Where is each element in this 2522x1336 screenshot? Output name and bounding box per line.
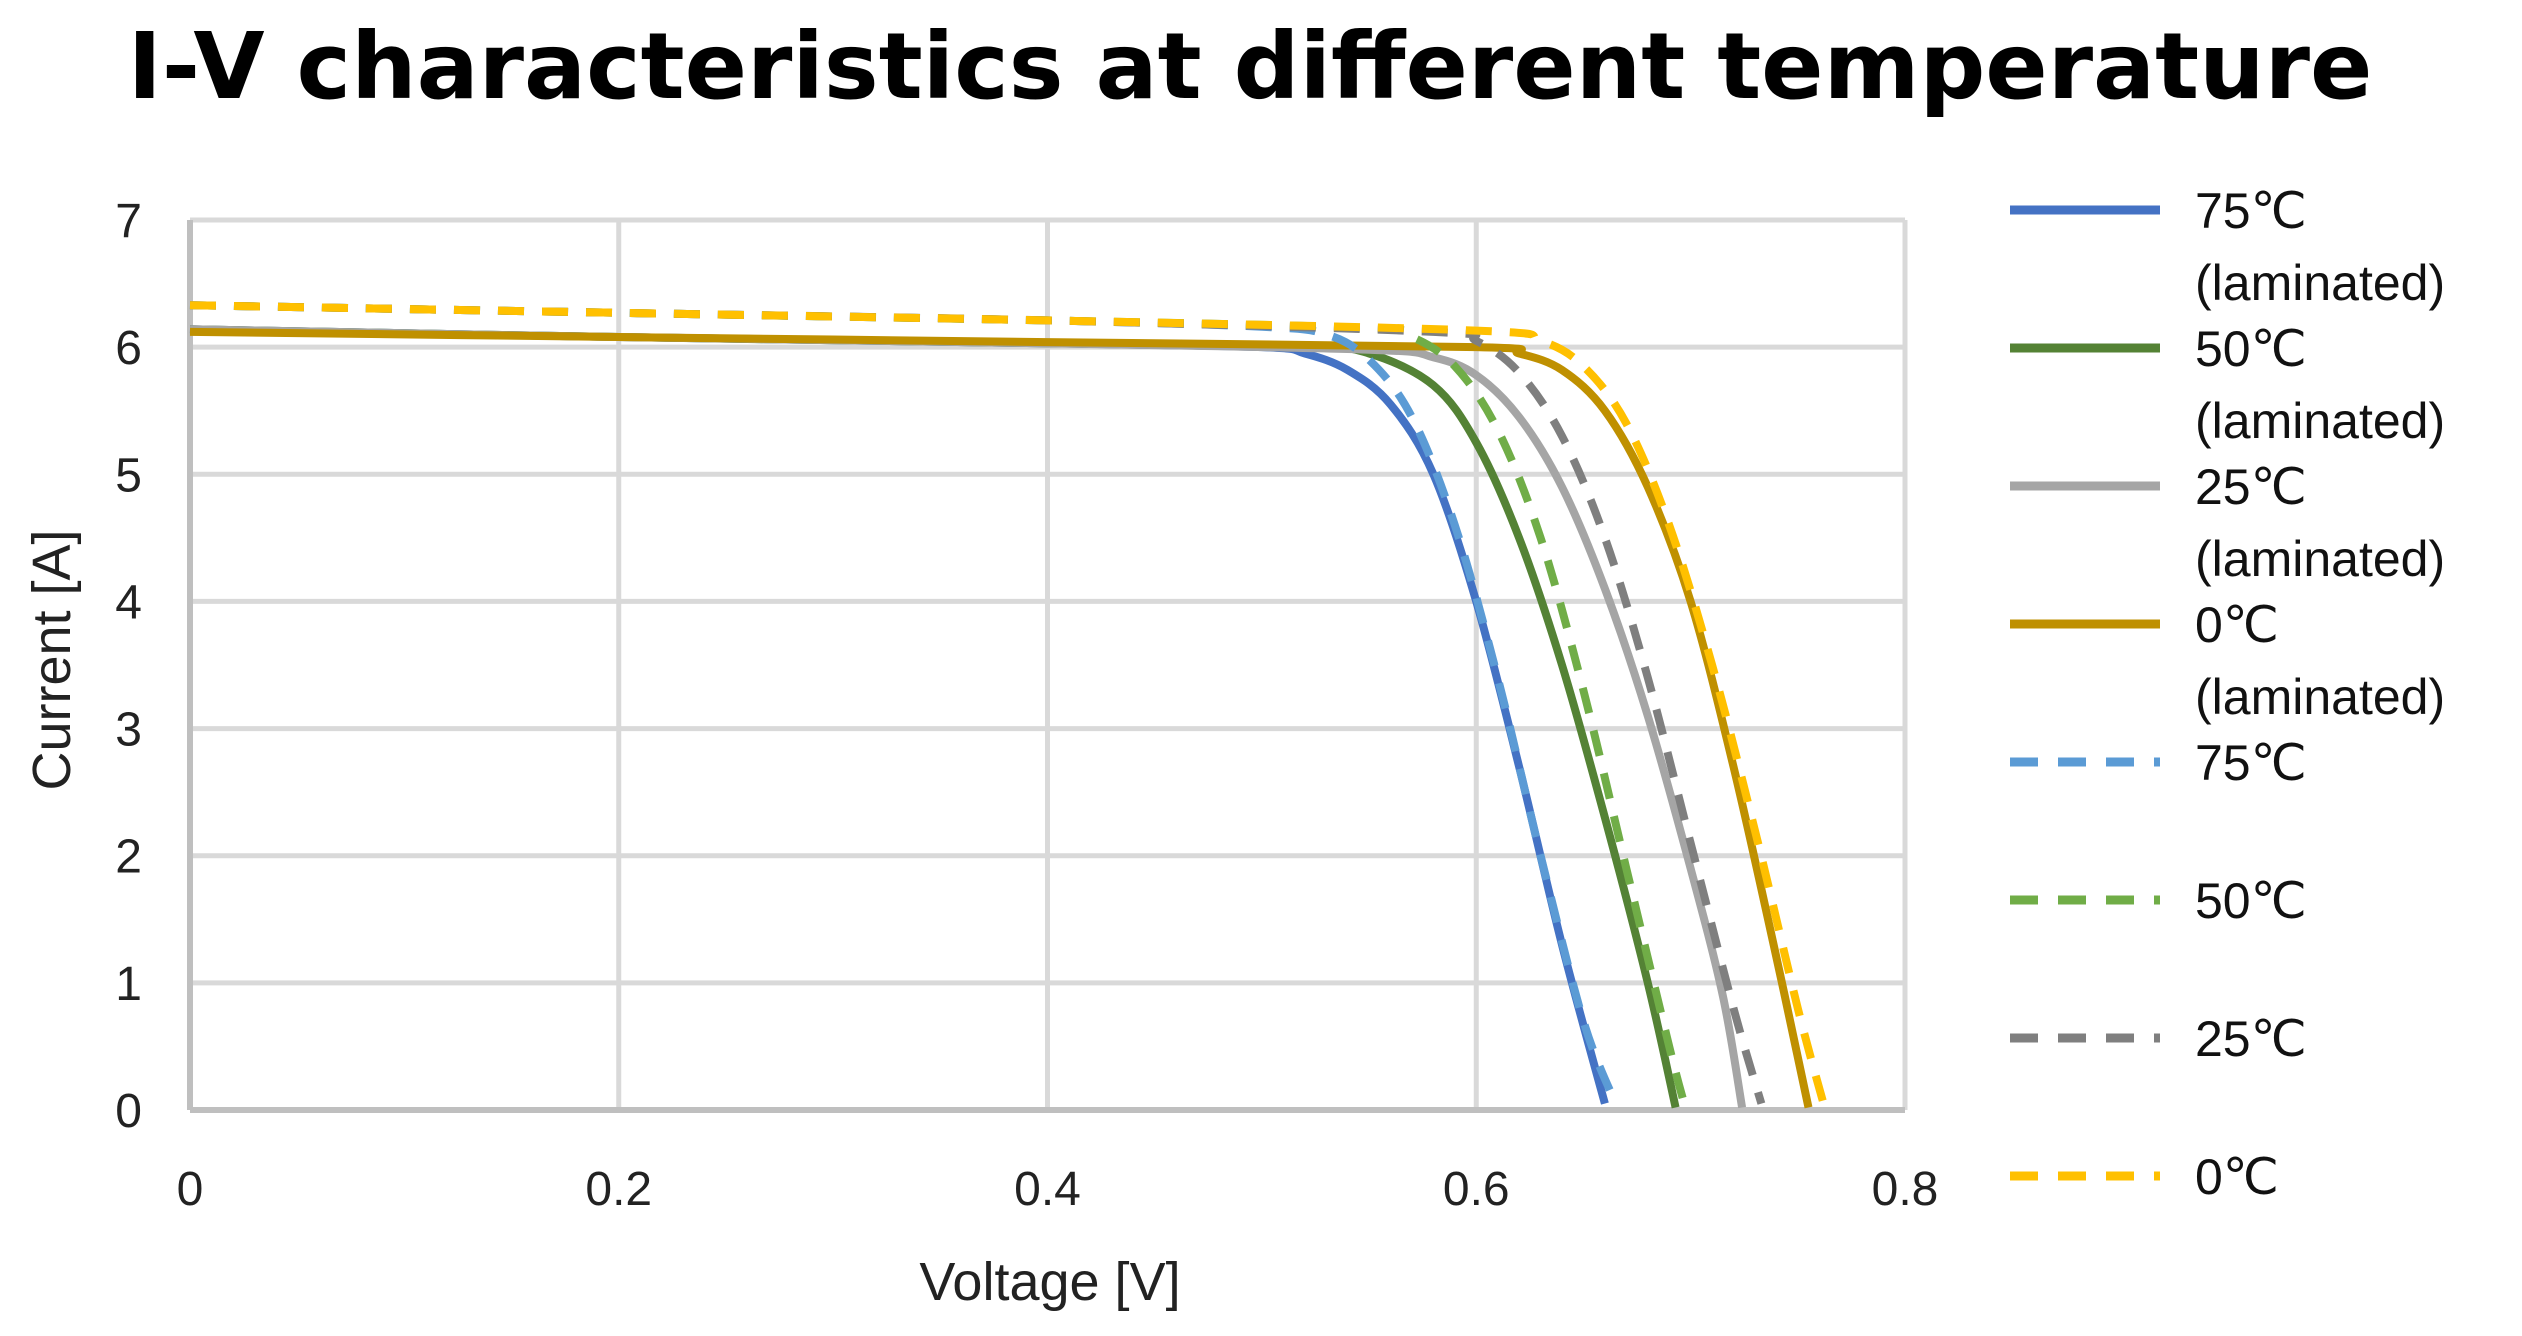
y-tick-label: 6 (115, 322, 142, 375)
legend: 75℃ (laminated) 50℃ (laminated) 25℃ (laminate… (2010, 183, 2445, 1205)
legend-label-4: 0℃ (2195, 597, 2279, 653)
y-tick-label: 1 (115, 958, 142, 1011)
series-line-6 (189, 301, 1689, 1105)
x-tick-label: 0 (177, 1163, 204, 1216)
legend-label-2: (laminated) (2195, 393, 2445, 449)
legend-label-1: (laminated) (2195, 255, 2445, 311)
y-tick-label: 0 (115, 1085, 142, 1138)
legend-label-8: 0℃ (2195, 1149, 2279, 1205)
y-axis-title: Current [A] (22, 529, 82, 790)
legend-label-6: 50℃ (2195, 873, 2307, 929)
series-line-2 (189, 325, 1680, 1109)
legend-label-3: 25℃ (2195, 459, 2307, 515)
series-line-1 (189, 325, 1609, 1105)
x-tick-label: 0.2 (585, 1163, 652, 1216)
y-tick-label: 5 (115, 449, 142, 502)
legend-label-7: 25℃ (2195, 1011, 2307, 1067)
series-line-4 (189, 327, 1813, 1109)
x-axis-title: Voltage [V] (919, 1252, 1180, 1312)
x-tick-label: 0.4 (1014, 1163, 1081, 1216)
tick-labels: 0 1 2 3 4 5 6 7 0 0.2 0.4 0.6 0.8 (115, 195, 1938, 1216)
series-line-8 (189, 301, 1828, 1105)
legend-label-2: 50℃ (2195, 321, 2307, 377)
axes (187, 220, 1905, 1113)
y-tick-label: 7 (115, 195, 142, 248)
y-tick-label: 2 (115, 831, 142, 884)
y-tick-label: 3 (115, 704, 142, 757)
y-tick-label: 4 (115, 576, 142, 629)
series-line-5 (189, 301, 1620, 1106)
legend-label-1: 75℃ (2195, 183, 2307, 239)
chart-title: I-V characteristics at different tempera… (128, 13, 2373, 120)
series-lines (189, 301, 1828, 1109)
legend-label-4: (laminated) (2195, 669, 2445, 725)
x-tick-label: 0.6 (1443, 1163, 1510, 1216)
legend-label-3: (laminated) (2195, 531, 2445, 587)
legend-label-5: 75℃ (2195, 735, 2307, 791)
x-tick-label: 0.8 (1872, 1163, 1939, 1216)
